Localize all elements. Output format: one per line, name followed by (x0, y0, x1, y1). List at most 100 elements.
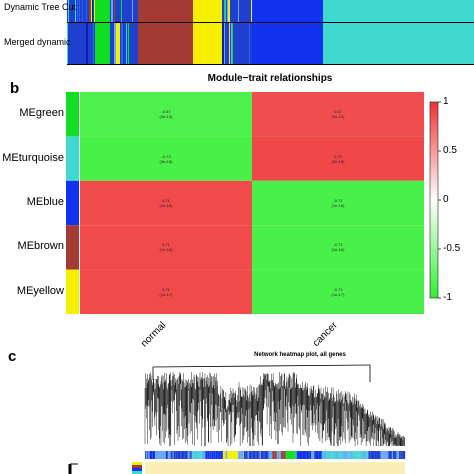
module-color-bar-segment (340, 451, 343, 459)
cell-label: 0.71 (1e-17) (146, 287, 186, 297)
strip-line (229, 23, 231, 64)
colorbar-tick-label: -1 (443, 292, 452, 303)
side-module-color (132, 462, 142, 465)
panel-b-label: b (10, 80, 20, 97)
strip-line (232, 23, 234, 64)
module-color-bar-segment (370, 451, 371, 459)
module-color-bar-segment (365, 451, 368, 459)
module-color-bar-segment (286, 451, 289, 459)
cell-value: 0.67 (334, 109, 342, 115)
row-label: MEyellow (16, 284, 64, 297)
module-color-bar-segment (264, 451, 268, 459)
side-module-color (132, 468, 142, 471)
side-module-color (132, 465, 142, 468)
strip-line (242, 0, 245, 22)
module-color-bar-segment (326, 451, 329, 459)
cell-value: -0.71 (333, 286, 343, 292)
module-color-bar-segment (267, 451, 269, 459)
merged-dynamic-label: Merged dynamic (4, 37, 71, 47)
module-color-bar-segment (184, 451, 188, 459)
module-color-bar-segment (167, 451, 171, 459)
strip-block (193, 0, 222, 22)
module-color-bar-segment (337, 451, 341, 459)
network-heatmap-title: Network heatmap plot, all genes (254, 352, 346, 358)
module-color-bar-segment (170, 451, 173, 459)
colorbar-tick-label: 0 (443, 194, 449, 205)
dynamic-tree-cut-strip (67, 0, 474, 22)
module-color-bar-segment (296, 451, 298, 459)
module-color-bar-segment (200, 451, 203, 459)
strip-line (116, 23, 118, 64)
strip-line (111, 0, 113, 22)
module-color-bar-segment (347, 451, 349, 459)
strip-line (128, 23, 129, 64)
module-color-bar-segment (255, 451, 257, 459)
heatmap-cell (80, 92, 252, 137)
module-color-bar-segment (189, 451, 191, 459)
module-color-bar-segment (342, 451, 344, 459)
cell-pvalue: (1e-17) (331, 291, 345, 297)
strip-block (95, 23, 110, 64)
module-color-bar-segment (238, 451, 241, 459)
strip-block (67, 0, 96, 22)
module-color-swatch (66, 180, 79, 226)
module-color-bar-segment (357, 451, 360, 459)
module-color-bar-segment (145, 451, 148, 459)
strip-line (229, 0, 232, 22)
module-color-bar-segment (251, 451, 253, 459)
module-color-bar-segment (279, 451, 281, 459)
module-color-bar-segment (371, 451, 375, 459)
module-color-bar-segment (233, 451, 237, 459)
cell-pvalue: (1e-16) (331, 247, 345, 253)
strip-line (113, 0, 115, 22)
row-label: MEturquoise (2, 151, 64, 164)
module-color-bar-segment (401, 451, 403, 459)
strip-block (193, 23, 222, 64)
strip-line (121, 23, 123, 64)
cell-label: 0.67 (3e-13) (318, 109, 358, 119)
module-color-bar-segment (315, 451, 319, 459)
module-color-bar-segment (162, 451, 166, 459)
cell-pvalue: (1e-16) (331, 203, 345, 208)
strip-divider (67, 22, 474, 23)
cell-pvalue: (3e-13) (159, 114, 173, 120)
module-color-swatch (66, 269, 79, 314)
strip-line (231, 23, 232, 64)
strip-block (252, 23, 324, 64)
module-color-bar-segment (259, 451, 261, 459)
strip-line (93, 0, 96, 22)
module-color-bar-segment (209, 451, 211, 459)
module-color-bar-segment (297, 451, 301, 459)
module-color-bar-segment (194, 451, 197, 459)
cell-value: 0.71 (162, 198, 170, 203)
cell-pvalue: (1e-16) (159, 247, 173, 253)
module-color-bar-segment (145, 451, 146, 459)
cell-label: -0.71 (1e-17) (318, 287, 358, 297)
strip-line (114, 23, 116, 64)
strip-line (92, 0, 94, 22)
strip-line (228, 0, 230, 22)
module-color-bar-segment (173, 451, 176, 459)
cell-pvalue: (1e-17) (159, 291, 173, 297)
module-color-bar-segment (222, 451, 223, 459)
cell-value: -0.73 (161, 153, 171, 159)
strip-line (86, 23, 88, 64)
cell-pvalue: (3e-16) (331, 158, 345, 164)
module-color-bar-segment (269, 451, 273, 459)
module-color-bar-segment (399, 451, 401, 459)
module-color-bar-segment (290, 451, 294, 459)
module-color-bar-segment (309, 451, 312, 459)
module-color-bar-segment (300, 451, 303, 459)
module-color-bar-segment (165, 451, 168, 459)
module-color-bar-segment (227, 451, 230, 459)
module-color-bar-segment (252, 451, 256, 459)
module-color-bar-segment (295, 451, 297, 459)
module-color-bar-segment (187, 451, 190, 459)
module-color-bar-segment (402, 451, 406, 459)
strip-line (92, 23, 94, 64)
cell-value: 0.71 (162, 242, 170, 248)
row-label: MEblue (26, 196, 64, 208)
cell-value: 0.73 (334, 153, 342, 159)
strip-line (89, 0, 91, 22)
module-color-bar-segment (391, 451, 393, 459)
